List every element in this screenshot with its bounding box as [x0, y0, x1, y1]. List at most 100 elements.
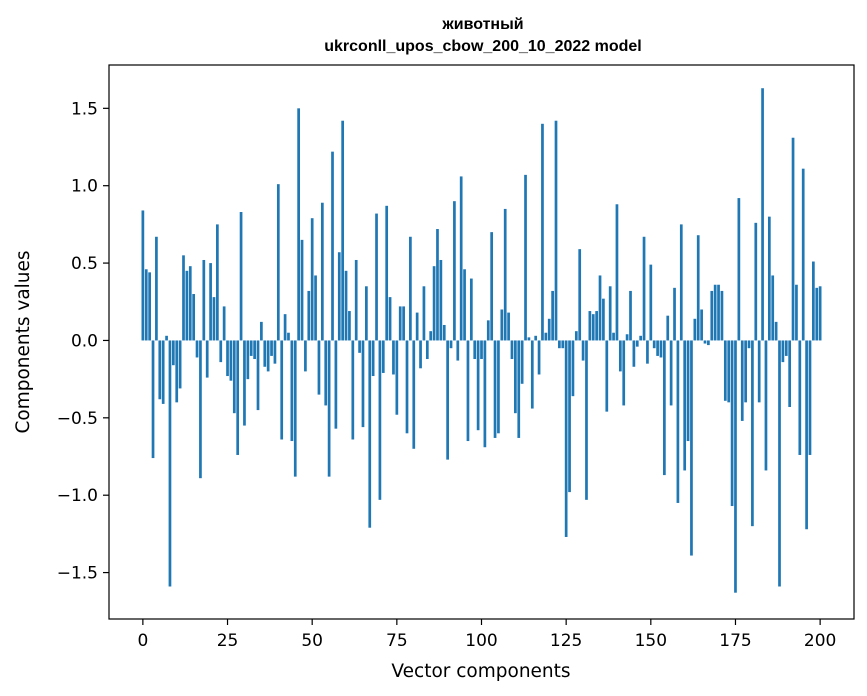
bar-131	[585, 340, 588, 500]
bar-140	[615, 204, 619, 341]
bar-5	[158, 340, 162, 400]
y-tick-label: 1.5	[71, 99, 98, 119]
y-tick-label: −1.5	[57, 564, 98, 584]
x-tick-label: 50	[301, 631, 323, 651]
bar-3	[151, 340, 155, 459]
bar-143	[625, 334, 629, 341]
y-tick-label: −0.5	[57, 409, 98, 429]
bar-10	[175, 340, 179, 403]
bar-92	[453, 201, 456, 341]
bar-8	[168, 340, 172, 587]
x-tick-label: 150	[635, 631, 667, 651]
bar-17	[199, 340, 202, 479]
bar-169	[713, 284, 717, 341]
bar-85	[429, 331, 433, 341]
bar-161	[686, 340, 690, 442]
bar-115	[530, 340, 534, 409]
x-tick-label: 25	[217, 631, 239, 651]
bar-171	[720, 290, 724, 341]
x-tick-label: 100	[465, 631, 497, 651]
bar-105	[497, 340, 500, 434]
x-tick-label: 200	[804, 631, 836, 651]
bar-130	[581, 340, 585, 361]
bar-123	[558, 340, 561, 349]
bar-73	[388, 297, 392, 341]
bar-16	[195, 340, 199, 358]
bar-121	[551, 290, 554, 341]
bar-162	[690, 340, 693, 556]
bar-144	[629, 290, 632, 341]
bar-178	[744, 340, 747, 403]
bar-70	[378, 340, 382, 500]
bar-135	[598, 275, 602, 341]
bar-57	[334, 340, 338, 429]
bar-112	[520, 340, 524, 384]
bar-138	[608, 286, 612, 341]
bar-127	[571, 340, 575, 397]
bar-156	[669, 340, 673, 406]
bar-62	[351, 340, 355, 440]
bar-122	[554, 120, 558, 341]
bar-104	[493, 340, 497, 438]
y-tick-label: −1.0	[57, 486, 98, 506]
bar-189	[781, 340, 785, 363]
bar-28	[236, 340, 240, 455]
bar-117	[537, 340, 541, 375]
bar-31	[246, 340, 250, 380]
bar-187	[774, 321, 778, 341]
y-tick-label: 0.5	[71, 254, 98, 274]
bar-119	[544, 332, 548, 341]
bar-114	[527, 337, 531, 341]
bar-35	[260, 321, 263, 341]
bar-52	[317, 340, 321, 395]
bar-58	[337, 252, 341, 341]
bar-13	[185, 270, 189, 341]
bar-200	[818, 286, 822, 341]
bar-68	[371, 340, 375, 377]
bar-43	[287, 332, 290, 341]
bar-0	[141, 210, 145, 341]
bar-4	[155, 236, 158, 341]
y-axis-ticks: −1.5 −1.0 −0.5 0.0 0.5 1.0 1.5	[57, 99, 109, 584]
bar-150	[649, 264, 653, 341]
bar-98	[473, 340, 477, 360]
bar-80	[412, 340, 416, 449]
bar-172	[723, 340, 727, 401]
bar-91	[449, 340, 453, 349]
bar-194	[798, 340, 802, 455]
bar-46	[297, 108, 300, 341]
bar-74	[392, 340, 395, 375]
bar-25	[226, 340, 229, 377]
bar-11	[178, 340, 182, 389]
bar-167	[707, 340, 710, 346]
bar-128	[574, 331, 578, 341]
bar-78	[405, 340, 409, 434]
x-axis-ticks: 0 25 50 75 100 125 150 175 200	[137, 619, 836, 651]
bar-152	[656, 340, 659, 356]
bar-22	[216, 224, 219, 341]
bar-191	[788, 340, 792, 407]
bar-180	[751, 340, 754, 527]
bar-108	[507, 312, 510, 341]
bar-164	[696, 235, 700, 341]
bar-67	[368, 340, 372, 528]
bar-61	[348, 311, 351, 341]
bar-45	[293, 340, 297, 477]
bar-42	[283, 314, 287, 341]
bar-176	[737, 198, 741, 341]
bar-71	[381, 340, 385, 373]
bar-54	[324, 340, 328, 406]
bar-38	[270, 340, 273, 356]
chart-title-line-2: ukrconll_upos_cbow_200_10_2022 model	[324, 38, 641, 55]
bar-103	[490, 232, 494, 341]
bar-168	[710, 290, 714, 341]
bar-55	[327, 340, 331, 477]
bar-154	[663, 340, 666, 476]
bar-133	[591, 314, 595, 341]
bar-29	[239, 212, 243, 341]
bar-170	[717, 284, 720, 341]
bar-12	[182, 255, 185, 341]
x-tick-label: 0	[137, 631, 148, 651]
bar-40	[276, 184, 280, 341]
bar-101	[483, 340, 487, 448]
